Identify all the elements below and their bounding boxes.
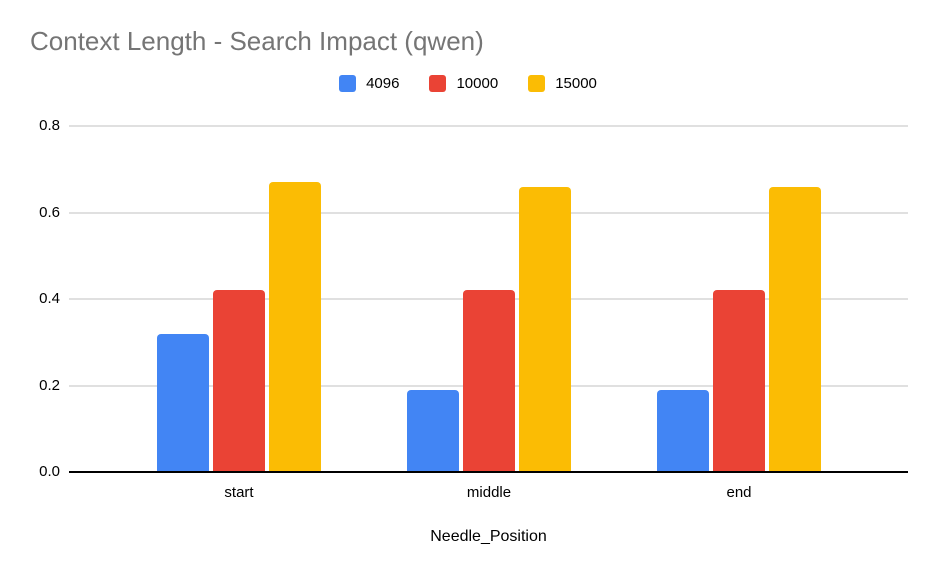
legend-label-15000: 15000 [555, 75, 597, 92]
legend-label-4096: 4096 [366, 75, 400, 92]
bar-end-15000 [769, 186, 821, 472]
y-tick-label-0.8: 0.8 [39, 117, 60, 134]
legend-swatch-red [429, 75, 447, 92]
bar-end-10000 [713, 290, 765, 472]
y-tick-label-0.6: 0.6 [39, 203, 60, 221]
y-tick-label-0.4: 0.4 [39, 290, 60, 307]
bar-middle-4096 [407, 389, 459, 472]
gridline-0.6 [69, 211, 908, 214]
legend-item-10000: 10000 [429, 75, 498, 92]
bar-middle-10000 [463, 290, 515, 472]
bar-start-4096 [157, 333, 209, 472]
bar-start-15000 [269, 182, 321, 472]
legend-label-10000: 10000 [456, 75, 499, 92]
chart-title: Context Length - Search Impact (qwen) [30, 26, 484, 56]
legend-item-4096: 4096 [339, 75, 399, 92]
legend-swatch-blue [339, 75, 357, 92]
legend-item-15000: 15000 [528, 75, 597, 92]
x-tick-label-end: end [726, 484, 752, 501]
y-tick-label-0.0: 0.0 [39, 463, 60, 480]
x-axis-title: Needle_Position [430, 528, 547, 545]
legend: 4096 10000 15000 [0, 75, 936, 92]
bar-middle-15000 [519, 186, 571, 472]
x-axis-line [69, 471, 908, 473]
legend-swatch-yellow [528, 75, 546, 92]
x-tick-label-middle: middle [466, 484, 512, 501]
bar-start-10000 [213, 290, 265, 472]
bar-end-4096 [657, 389, 709, 472]
gridline-0.8 [69, 125, 908, 127]
x-tick-label-start: start [224, 484, 254, 501]
y-tick-label-0.2: 0.2 [39, 376, 60, 394]
